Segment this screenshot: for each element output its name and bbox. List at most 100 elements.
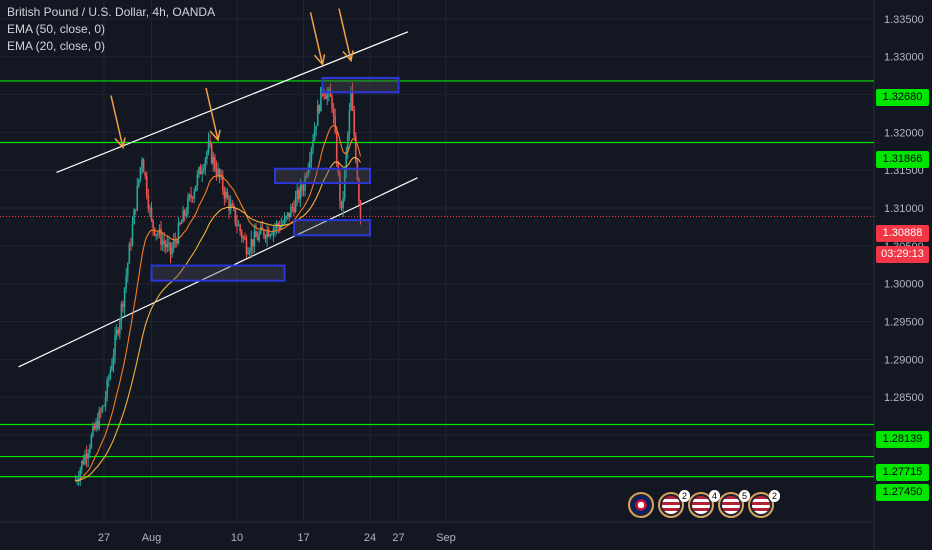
candle-body [188, 194, 191, 199]
annotation-arrow-head [209, 129, 221, 142]
symbol-title[interactable]: British Pound / U.S. Dollar, 4h, OANDA [7, 5, 216, 19]
candle-body [312, 140, 314, 149]
candle-body [210, 144, 213, 164]
candle-body [85, 454, 88, 459]
candle-body [242, 237, 245, 239]
candle-body [225, 192, 227, 198]
candle-body [288, 212, 291, 218]
annotation-arrow-head [313, 54, 326, 66]
candle-body [176, 241, 178, 244]
candle-body [191, 197, 194, 199]
x-tick-label: 27 [98, 532, 110, 544]
candle-body [228, 198, 230, 211]
candle-body [343, 170, 346, 199]
candle-body [145, 175, 148, 196]
candle-body [326, 93, 329, 99]
price-tag-level-5: 1.27450 [876, 484, 929, 501]
candle-body [95, 421, 97, 430]
candle-body [320, 86, 322, 112]
candle-body [98, 410, 101, 429]
price-tag-countdown: 03:29:13 [876, 246, 929, 263]
candle-body [334, 116, 336, 133]
candle-body [315, 125, 317, 130]
event-count: 5 [738, 490, 750, 502]
uk-flag-icon [632, 496, 650, 514]
candle-body [88, 447, 91, 454]
candle-body [169, 242, 172, 255]
candle-body [92, 426, 94, 436]
annotation-arrow-shaft [110, 95, 124, 148]
candle-body [259, 227, 262, 234]
candle-body [323, 91, 325, 96]
candle-body [335, 132, 338, 165]
candle-body [348, 110, 351, 134]
candle-body [155, 234, 158, 236]
y-tick-label: 1.33000 [884, 52, 924, 64]
candle-body [350, 91, 352, 111]
candle-body [193, 191, 196, 199]
candle-body [248, 250, 251, 253]
candle-body [163, 240, 165, 245]
candle-body [101, 406, 104, 412]
candle-body [133, 209, 135, 225]
candle-body [212, 157, 215, 164]
candle-body [207, 141, 210, 153]
candle-body [231, 203, 234, 206]
candle-body [195, 185, 197, 192]
candle-body [217, 169, 219, 176]
candle-body [126, 263, 129, 276]
candle-body [291, 206, 294, 208]
candle-body [340, 200, 343, 209]
event-marker[interactable]: 4 [688, 490, 720, 518]
candle-body [174, 240, 177, 242]
candle-body [142, 159, 145, 173]
candle-body [258, 233, 260, 241]
candle-body [351, 91, 354, 110]
candle-body [115, 330, 118, 336]
candle-body [134, 209, 137, 211]
candle-body [107, 378, 110, 380]
annotation-arrow-shaft [309, 12, 324, 65]
candle-body [139, 167, 142, 180]
candle-body [252, 239, 254, 247]
event-marker[interactable]: 2 [658, 490, 690, 518]
candle-body [226, 192, 229, 199]
candle-body [172, 240, 175, 249]
candle-body [353, 109, 355, 136]
candle-body [293, 207, 295, 213]
candle-body [179, 223, 181, 225]
candle-body [359, 200, 362, 219]
candle-body [236, 223, 238, 226]
ema20-legend[interactable]: EMA (20, close, 0) [7, 39, 106, 53]
candle-body [206, 152, 208, 159]
event-count: 2 [768, 490, 780, 502]
candle-body [93, 426, 96, 430]
event-marker[interactable]: 2 [748, 490, 780, 518]
price-tag-level-1: 1.32680 [876, 89, 929, 106]
candle-body [152, 219, 154, 229]
candle-body [356, 160, 359, 180]
candle-body [263, 230, 265, 237]
candle-body [278, 226, 281, 230]
candle-body [313, 129, 316, 141]
y-tick-label: 1.29000 [884, 354, 924, 366]
candle-body [204, 158, 207, 169]
annotation-arrow-head [342, 50, 354, 63]
price-tag-level-3: 1.28139 [876, 431, 929, 448]
ema50-legend[interactable]: EMA (50, close, 0) [7, 22, 106, 36]
candle-body [283, 218, 286, 224]
event-marker[interactable]: 5 [718, 490, 750, 518]
candle-body [209, 141, 211, 145]
event-marker[interactable] [628, 492, 654, 518]
candle-body [255, 231, 257, 238]
candle-body [285, 216, 287, 219]
candle-body [103, 405, 105, 407]
ema50-line [75, 156, 361, 482]
candle-body [96, 421, 99, 429]
candle-body [345, 151, 348, 171]
candle-body [266, 229, 268, 239]
candle-body [136, 185, 139, 210]
x-tick-label: 10 [231, 532, 243, 544]
